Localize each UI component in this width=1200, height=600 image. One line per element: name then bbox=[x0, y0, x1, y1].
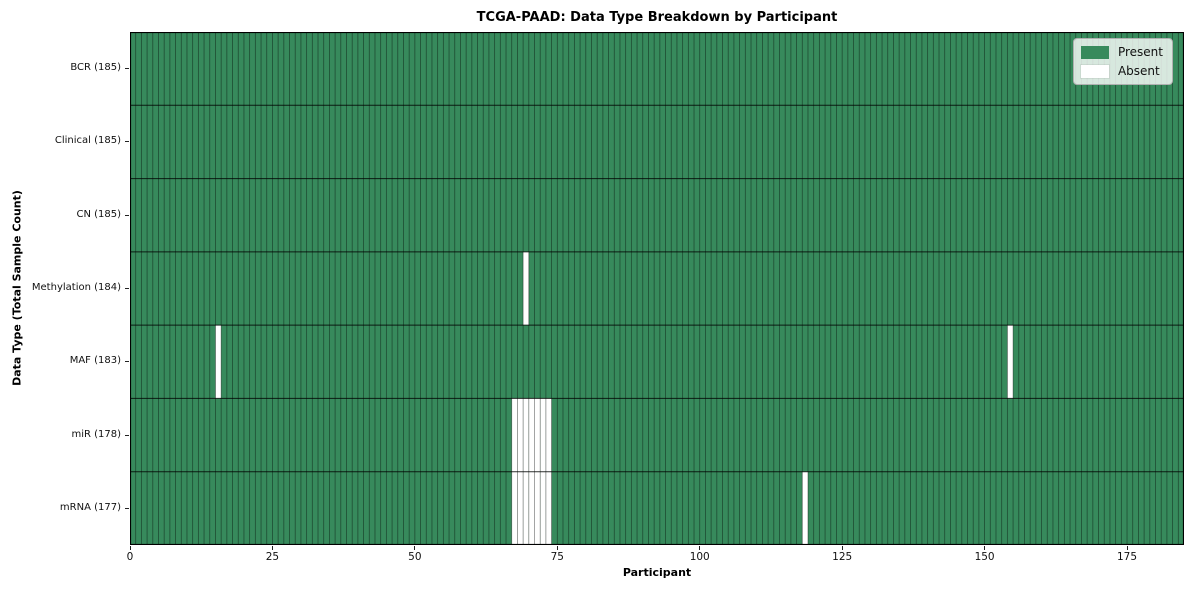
absent-cell bbox=[215, 325, 222, 399]
absent-cell bbox=[523, 251, 529, 326]
legend-item-absent: Absent bbox=[1079, 63, 1163, 79]
heatmap-canvas bbox=[130, 32, 1184, 545]
x-tick-mark bbox=[129, 546, 131, 550]
chart-title: TCGA-PAAD: Data Type Breakdown by Partic… bbox=[476, 10, 838, 25]
y-tick-mark bbox=[125, 288, 129, 289]
y-tick-mark bbox=[125, 507, 129, 509]
absent-cell bbox=[534, 398, 541, 472]
y-tick-mark bbox=[125, 434, 129, 436]
absent-cell bbox=[540, 471, 546, 545]
absent-cell bbox=[511, 398, 518, 472]
x-tick-label: 175 bbox=[1116, 551, 1138, 563]
y-tick-mark bbox=[125, 214, 129, 216]
x-tick-label: 125 bbox=[832, 551, 853, 563]
present-swatch-icon bbox=[1080, 45, 1109, 59]
x-tick-mark bbox=[699, 546, 701, 550]
absent-cell bbox=[540, 398, 546, 472]
y-tick-label: MAF (183) bbox=[69, 355, 121, 367]
absent-cell bbox=[528, 398, 535, 472]
x-tick-label: 25 bbox=[265, 551, 280, 563]
x-tick-mark bbox=[841, 546, 843, 550]
x-tick-label: 150 bbox=[974, 551, 995, 563]
absent-cell bbox=[534, 471, 541, 545]
absent-cell bbox=[517, 398, 524, 472]
y-tick-label: miR (178) bbox=[71, 428, 121, 440]
y-tick-label: Methylation (184) bbox=[31, 282, 121, 293]
legend-item-present: Present bbox=[1080, 45, 1163, 59]
x-tick-mark bbox=[414, 546, 416, 550]
absent-cell bbox=[545, 398, 552, 472]
legend-label-absent: Absent bbox=[1117, 64, 1160, 78]
absent-cell bbox=[545, 471, 552, 545]
x-tick-mark bbox=[984, 546, 986, 550]
x-tick-label: 75 bbox=[550, 551, 564, 563]
absent-cell bbox=[523, 471, 529, 545]
legend-label-present: Present bbox=[1117, 45, 1163, 59]
x-tick-label: 0 bbox=[126, 551, 134, 563]
y-tick-mark bbox=[125, 68, 129, 70]
absent-cell bbox=[1007, 325, 1014, 399]
absent-cell bbox=[528, 471, 535, 545]
x-tick-mark bbox=[556, 546, 558, 550]
absent-cell bbox=[511, 471, 518, 545]
x-tick-mark bbox=[1126, 546, 1128, 550]
x-tick-label: 50 bbox=[408, 551, 422, 563]
x-tick-mark bbox=[271, 546, 273, 550]
absent-cell bbox=[517, 471, 524, 545]
y-tick-mark bbox=[125, 361, 129, 363]
x-axis-label: Participant bbox=[622, 566, 692, 579]
y-tick-label: CN (185) bbox=[76, 208, 121, 220]
absent-cell bbox=[523, 398, 529, 472]
y-tick-label: Clinical (185) bbox=[54, 135, 121, 147]
y-tick-label: BCR (185) bbox=[70, 62, 121, 74]
y-tick-mark bbox=[125, 141, 129, 143]
y-tick-label: mRNA (177) bbox=[59, 501, 121, 513]
legend: Present Absent bbox=[1072, 38, 1173, 85]
absent-cell bbox=[802, 471, 808, 545]
absent-swatch-icon bbox=[1079, 63, 1110, 79]
plot-area: Present Absent bbox=[130, 32, 1184, 545]
x-tick-label: 100 bbox=[689, 551, 710, 563]
